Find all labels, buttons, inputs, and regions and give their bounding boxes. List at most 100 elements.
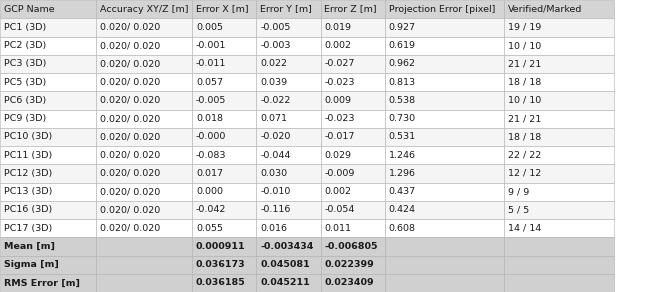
Text: RMS Error [m]: RMS Error [m]: [4, 278, 80, 287]
Text: -0.116: -0.116: [260, 205, 291, 214]
Text: -0.001: -0.001: [196, 41, 227, 50]
Text: 21 / 21: 21 / 21: [508, 114, 541, 123]
Bar: [256, 0, 321, 18]
Text: Sigma [m]: Sigma [m]: [4, 260, 59, 269]
Bar: [192, 91, 256, 110]
Text: PC17 (3D): PC17 (3D): [4, 224, 52, 233]
Bar: [385, 164, 504, 182]
Text: -0.023: -0.023: [324, 114, 355, 123]
Text: -0.009: -0.009: [324, 169, 355, 178]
Bar: [321, 164, 385, 182]
Bar: [96, 73, 192, 91]
Bar: [0, 274, 96, 292]
Text: 0.531: 0.531: [389, 132, 416, 141]
Bar: [504, 110, 614, 128]
Bar: [504, 128, 614, 146]
Bar: [0, 219, 96, 237]
Text: -0.006805: -0.006805: [324, 242, 378, 251]
Bar: [192, 0, 256, 18]
Bar: [385, 73, 504, 91]
Bar: [256, 182, 321, 201]
Bar: [504, 36, 614, 55]
Bar: [192, 182, 256, 201]
Text: Accuracy XY/Z [m]: Accuracy XY/Z [m]: [100, 5, 188, 14]
Text: 1.296: 1.296: [389, 169, 416, 178]
Bar: [0, 36, 96, 55]
Bar: [96, 36, 192, 55]
Bar: [504, 237, 614, 256]
Bar: [321, 274, 385, 292]
Bar: [192, 201, 256, 219]
Text: 0.039: 0.039: [260, 78, 288, 87]
Text: -0.003434: -0.003434: [260, 242, 313, 251]
Bar: [256, 73, 321, 91]
Text: 0.020/ 0.020: 0.020/ 0.020: [100, 224, 160, 233]
Bar: [0, 55, 96, 73]
Bar: [192, 128, 256, 146]
Text: 0.020/ 0.020: 0.020/ 0.020: [100, 151, 160, 160]
Text: 0.000911: 0.000911: [196, 242, 245, 251]
Bar: [256, 274, 321, 292]
Text: 18 / 18: 18 / 18: [508, 132, 541, 141]
Text: 22 / 22: 22 / 22: [508, 151, 541, 160]
Text: PC6 (3D): PC6 (3D): [4, 96, 46, 105]
Text: PC10 (3D): PC10 (3D): [4, 132, 52, 141]
Text: 1.246: 1.246: [389, 151, 416, 160]
Text: Mean [m]: Mean [m]: [4, 242, 55, 251]
Bar: [321, 201, 385, 219]
Bar: [192, 55, 256, 73]
Bar: [96, 0, 192, 18]
Bar: [321, 18, 385, 36]
Text: 0.437: 0.437: [389, 187, 416, 196]
Text: 0.962: 0.962: [389, 59, 416, 68]
Text: PC12 (3D): PC12 (3D): [4, 169, 52, 178]
Bar: [504, 146, 614, 164]
Text: 0.424: 0.424: [389, 205, 416, 214]
Text: 0.002: 0.002: [324, 41, 352, 50]
Bar: [504, 274, 614, 292]
Text: 0.020/ 0.020: 0.020/ 0.020: [100, 59, 160, 68]
Bar: [96, 237, 192, 256]
Text: 0.017: 0.017: [196, 169, 223, 178]
Bar: [321, 146, 385, 164]
Text: 0.029: 0.029: [324, 151, 352, 160]
Text: 0.036173: 0.036173: [196, 260, 245, 269]
Text: GCP Name: GCP Name: [4, 5, 55, 14]
Bar: [192, 36, 256, 55]
Text: 0.019: 0.019: [324, 23, 352, 32]
Text: 5 / 5: 5 / 5: [508, 205, 529, 214]
Text: 19 / 19: 19 / 19: [508, 23, 541, 32]
Bar: [385, 0, 504, 18]
Bar: [256, 256, 321, 274]
Text: -0.023: -0.023: [324, 78, 355, 87]
Bar: [96, 201, 192, 219]
Text: 9 / 9: 9 / 9: [508, 187, 529, 196]
Text: -0.005: -0.005: [260, 23, 291, 32]
Bar: [321, 237, 385, 256]
Bar: [96, 18, 192, 36]
Text: 12 / 12: 12 / 12: [508, 169, 541, 178]
Text: 14 / 14: 14 / 14: [508, 224, 541, 233]
Bar: [385, 55, 504, 73]
Text: PC2 (3D): PC2 (3D): [4, 41, 46, 50]
Bar: [0, 256, 96, 274]
Text: PC5 (3D): PC5 (3D): [4, 78, 46, 87]
Text: 0.009: 0.009: [324, 96, 352, 105]
Bar: [504, 182, 614, 201]
Text: 0.005: 0.005: [196, 23, 223, 32]
Text: Error X [m]: Error X [m]: [196, 5, 249, 14]
Bar: [321, 91, 385, 110]
Text: 0.018: 0.018: [196, 114, 223, 123]
Bar: [96, 91, 192, 110]
Bar: [256, 36, 321, 55]
Text: 18 / 18: 18 / 18: [508, 78, 541, 87]
Text: -0.000: -0.000: [196, 132, 227, 141]
Bar: [385, 91, 504, 110]
Bar: [504, 73, 614, 91]
Bar: [96, 219, 192, 237]
Bar: [0, 201, 96, 219]
Bar: [96, 146, 192, 164]
Text: PC1 (3D): PC1 (3D): [4, 23, 46, 32]
Text: -0.010: -0.010: [260, 187, 291, 196]
Bar: [321, 128, 385, 146]
